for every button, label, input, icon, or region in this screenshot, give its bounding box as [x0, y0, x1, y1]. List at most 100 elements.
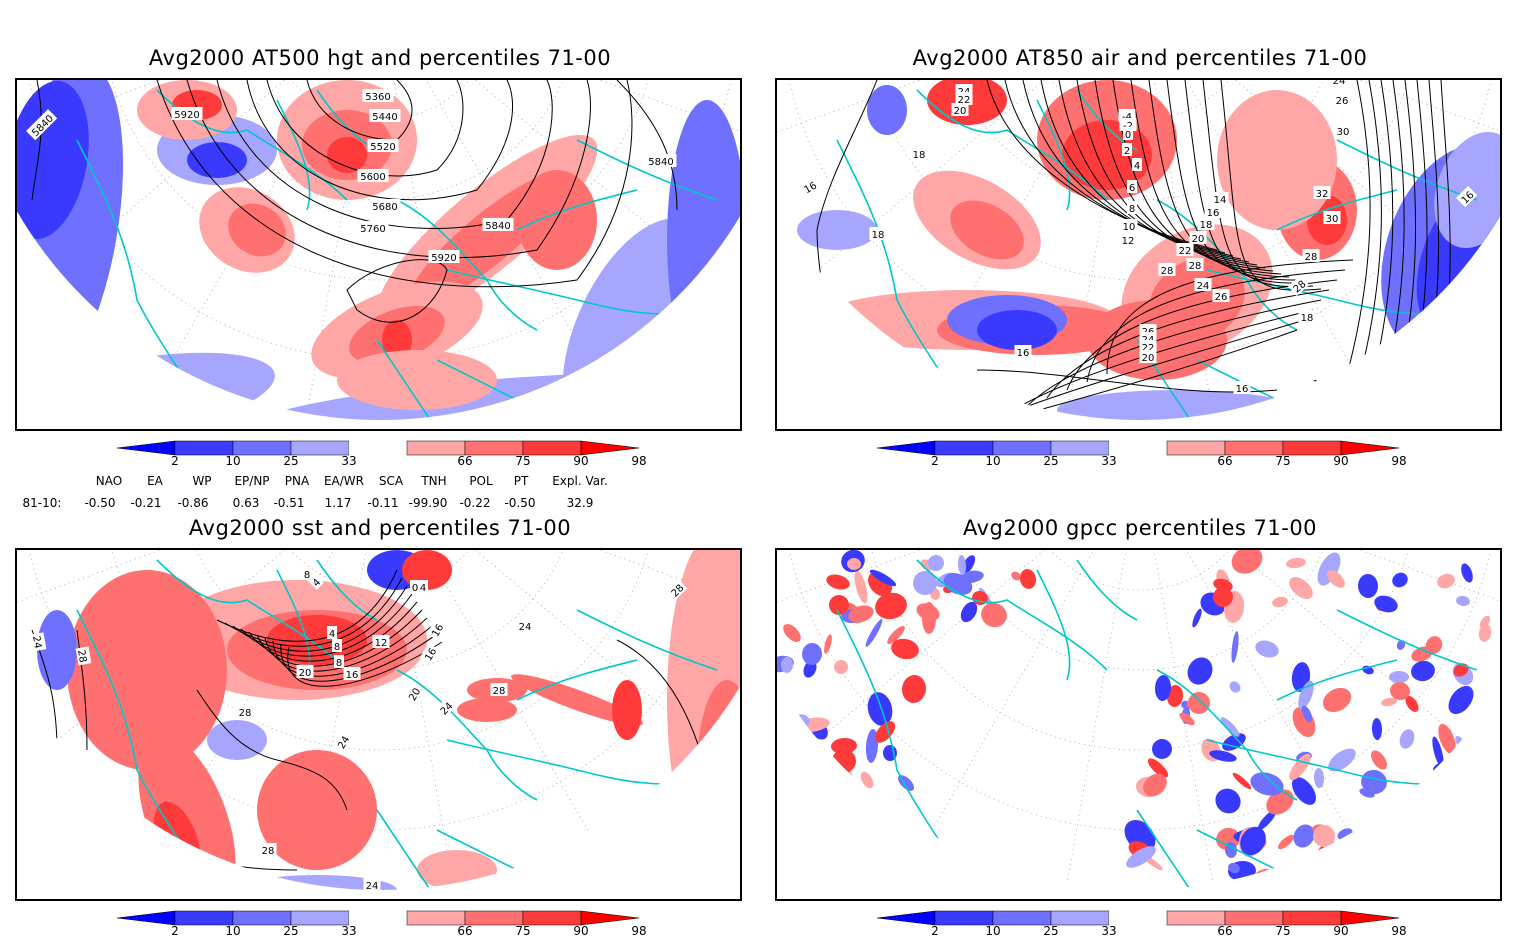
contour-label-text: 5360 — [365, 92, 390, 103]
anomaly-region — [67, 570, 227, 770]
contour-label-bg — [1176, 243, 1194, 256]
colorbar-tick-label: 10 — [985, 924, 1001, 938]
contour-line — [264, 617, 428, 672]
contour-label-bg — [645, 154, 677, 167]
anomaly-region — [813, 761, 839, 781]
contour-label-bg — [296, 665, 314, 678]
colorbar-tick-label: 25 — [1043, 454, 1059, 468]
contour-label: 22 — [955, 92, 973, 106]
contour-label-bg — [419, 643, 440, 665]
contour-line — [816, 80, 878, 420]
anomaly-region — [1266, 789, 1294, 815]
anomaly-region — [1192, 608, 1202, 628]
contour-label-bg — [955, 92, 973, 105]
colorbar-tick-label: 25 — [1043, 924, 1059, 938]
contour-label-bg — [869, 227, 887, 240]
teleconnection-header: NAO — [95, 474, 123, 488]
contour-label: 18 — [869, 227, 887, 241]
contour-label-text: 0 — [412, 583, 418, 594]
anomaly-region — [1011, 571, 1021, 581]
colorbar-tick-label: 10 — [225, 924, 241, 938]
anomaly-region — [867, 692, 893, 726]
contour-label-bg — [1211, 192, 1229, 205]
anomaly-region — [824, 634, 832, 654]
anomaly-region — [1289, 577, 1313, 599]
colorbar-tick-label: 10 — [225, 454, 241, 468]
colorbar-box — [464, 910, 524, 926]
contour-label: 26 — [1333, 93, 1351, 107]
anomaly-region — [1250, 772, 1284, 796]
anomaly-region — [865, 619, 883, 647]
teleconnection-value: -0.21 — [130, 496, 162, 510]
meridian-line — [802, 80, 1141, 284]
contour-label-bg — [490, 683, 508, 696]
contour-label-bg — [1014, 345, 1032, 358]
colorbar-arrow-high — [580, 910, 640, 926]
anomaly-region — [517, 170, 597, 270]
contour-label-text: 18 — [1313, 379, 1326, 390]
contour-label: 30 — [1334, 124, 1352, 138]
contour-label-bg — [372, 635, 390, 648]
contour-label-bg — [1333, 93, 1351, 106]
anomaly-region — [834, 660, 848, 674]
anomaly-region — [869, 569, 897, 587]
contour-label: 5920 — [428, 250, 460, 264]
colorbar-box — [1224, 910, 1284, 926]
contour-label: 22 — [1176, 243, 1194, 257]
map-domain: 242220181618-4-2024681012141618202224262… — [777, 80, 1500, 420]
anomaly-region — [1374, 595, 1398, 613]
anomaly-region — [1257, 809, 1277, 831]
colorbar-box — [1050, 440, 1110, 456]
colorbar-arrow-low — [876, 440, 936, 456]
contour-label: 12 — [1119, 233, 1137, 247]
colorbar-arrow-low — [876, 910, 936, 926]
contour-label-bg — [259, 843, 277, 856]
colorbar-tick-label: 2 — [931, 454, 939, 468]
anomaly-region — [1417, 846, 1429, 870]
contour-label-text: 2 — [1124, 146, 1130, 157]
contour-label-bg — [334, 655, 344, 668]
teleconnection-value: -0.50 — [84, 496, 116, 510]
anomaly-region — [943, 573, 973, 595]
meridian-line — [379, 550, 718, 754]
anomaly-region — [228, 203, 286, 257]
contour-label-bg — [1323, 211, 1341, 224]
contour-label: 26 — [1212, 289, 1230, 303]
anomaly-region — [1232, 772, 1252, 790]
anomaly-region — [1222, 733, 1246, 751]
anomaly-region — [1313, 825, 1335, 847]
contour-label-text: 0 — [1125, 130, 1131, 141]
contour-label-bg — [367, 139, 399, 152]
coastline — [1156, 669, 1298, 801]
colorbar-tick-label: 90 — [573, 924, 589, 938]
anomaly-region — [1188, 692, 1210, 714]
anomaly-region — [847, 557, 861, 571]
colorbar-box — [934, 910, 994, 926]
contour-label-text: 8 — [336, 658, 342, 669]
contour-label-bg — [1139, 350, 1157, 363]
meridian-line — [159, 80, 381, 382]
contour-line — [1006, 309, 1314, 415]
anomaly-region — [1461, 752, 1473, 766]
contour-line — [1336, 80, 1371, 411]
colorbar-arrow-high — [1340, 910, 1400, 926]
contour-line — [1058, 80, 1250, 263]
anomaly-region — [1408, 812, 1424, 828]
panel-title-gpcc: Avg2000 gpcc percentiles 71-00 — [962, 516, 1318, 540]
contour-label: 12 — [372, 635, 390, 649]
colorbar-box — [349, 911, 407, 925]
contour-label-text: 6 — [1129, 183, 1135, 194]
contour-label: 24 — [1194, 278, 1212, 292]
anomaly-region — [867, 85, 907, 135]
contour-label-text: 8 — [304, 570, 310, 581]
contour-label-text: 32 — [1316, 189, 1329, 200]
anomaly-region — [667, 100, 740, 380]
contour-label: 16 — [799, 176, 821, 197]
anomaly-region — [950, 200, 1024, 260]
contour-label-text: 4 — [420, 583, 426, 594]
contour-label: 24 — [30, 632, 47, 652]
contour-label-bg — [435, 697, 457, 719]
contour-label-bg — [1189, 231, 1207, 244]
colorbar-tick-label: 66 — [1217, 454, 1233, 468]
contour-label-bg — [951, 103, 969, 116]
